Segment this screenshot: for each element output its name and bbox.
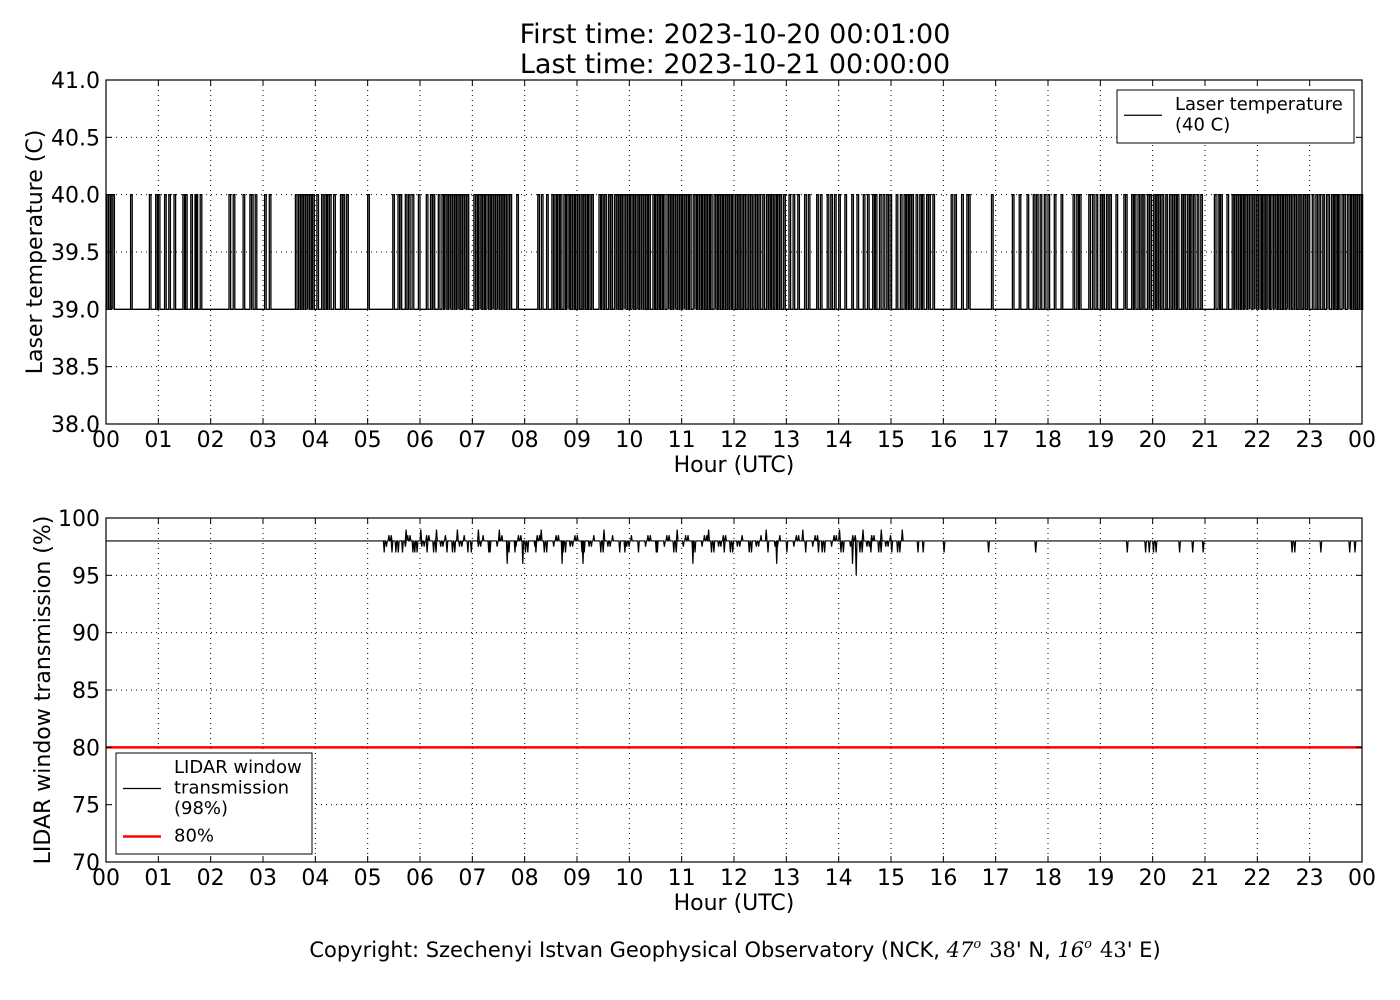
y-tick-label: 75 <box>72 794 100 819</box>
x-tick-label: 16 <box>929 866 957 891</box>
x-tick-label: 09 <box>563 866 591 891</box>
x-tick-label: 22 <box>1243 428 1271 453</box>
x-tick-label: 20 <box>1139 428 1167 453</box>
x-tick-label: 00 <box>1348 428 1376 453</box>
x-tick-label: 17 <box>982 866 1010 891</box>
legend-label: (98%) <box>174 798 228 819</box>
x-tick-label: 00 <box>92 428 120 453</box>
x-tick-label: 11 <box>668 428 696 453</box>
x-tick-label: 19 <box>1086 866 1114 891</box>
x-tick-label: 16 <box>929 428 957 453</box>
legend-label: 80% <box>174 826 214 847</box>
x-tick-label: 07 <box>458 428 486 453</box>
x-tick-label: 00 <box>92 866 120 891</box>
x-axis-label: Hour (UTC) <box>674 891 795 916</box>
x-tick-label: 15 <box>877 866 905 891</box>
x-tick-label: 18 <box>1034 866 1062 891</box>
longitude-degree-mark: o <box>1084 937 1092 952</box>
x-tick-label: 11 <box>668 866 696 891</box>
x-tick-label: 01 <box>144 428 172 453</box>
x-tick-label: 08 <box>511 866 539 891</box>
x-tick-label: 13 <box>772 428 800 453</box>
title-line-1: First time: 2023-10-20 00:01:00 <box>520 19 951 50</box>
x-tick-label: 19 <box>1086 428 1114 453</box>
y-tick-label: 90 <box>72 622 100 647</box>
legend-label: (40 C) <box>1175 115 1230 136</box>
copyright-prefix: Copyright: Szechenyi Istvan Geophysical … <box>309 938 946 962</box>
latitude-minutes: 38 <box>989 938 1016 962</box>
x-tick-label: 05 <box>354 866 382 891</box>
x-tick-label: 06 <box>406 866 434 891</box>
legend-label: LIDAR window <box>174 757 302 778</box>
legend-box <box>1116 89 1355 144</box>
x-tick-label: 02 <box>197 428 225 453</box>
y-tick-label: 39.5 <box>51 241 100 266</box>
x-tick-label: 01 <box>144 866 172 891</box>
latitude-suffix: ' N, <box>1016 938 1058 962</box>
x-tick-label: 02 <box>197 866 225 891</box>
x-tick-label: 13 <box>772 866 800 891</box>
x-tick-label: 10 <box>615 428 643 453</box>
x-tick-label: 14 <box>825 428 853 453</box>
y-tick-label: 40.0 <box>51 184 100 209</box>
x-tick-label: 21 <box>1191 428 1219 453</box>
latitude-degree-mark: o <box>973 937 981 952</box>
x-tick-label: 17 <box>982 428 1010 453</box>
lidar-transmission-panel: 00 01 02 03 04 05 06 07 08 09 10 11 12 13 14 15 16 17 18 19… <box>31 507 1376 916</box>
x-tick-label: 12 <box>720 428 748 453</box>
x-tick-label: 06 <box>406 428 434 453</box>
x-tick-label: 21 <box>1191 866 1219 891</box>
x-tick-label: 05 <box>354 428 382 453</box>
y-tick-label: 41.0 <box>51 69 100 94</box>
laser-temperature-series-line <box>106 194 1364 310</box>
x-axis-label: Hour (UTC) <box>674 453 795 478</box>
x-tick-label: 03 <box>249 428 277 453</box>
y-tick-label: 39.0 <box>51 298 100 323</box>
y-tick-label: 38.0 <box>51 413 100 438</box>
x-tick-label: 07 <box>458 866 486 891</box>
y-axis-label: LIDAR window transmission (%) <box>31 516 56 865</box>
y-tick-label: 100 <box>58 507 100 532</box>
x-tick-label: 18 <box>1034 428 1062 453</box>
y-tick-label: 80 <box>72 736 100 761</box>
x-tick-label: 08 <box>511 428 539 453</box>
longitude-suffix: ' E) <box>1127 938 1161 962</box>
y-tick-label: 85 <box>72 679 100 704</box>
y-tick-label: 38.5 <box>51 356 100 381</box>
legend-label: transmission <box>174 778 289 799</box>
title-line-2: Last time: 2023-10-21 00:00:00 <box>520 49 950 80</box>
longitude-degrees: 16 <box>1057 938 1084 962</box>
y-tick-label: 40.5 <box>51 126 100 151</box>
x-tick-label: 22 <box>1243 866 1271 891</box>
x-tick-label: 23 <box>1296 866 1324 891</box>
copyright-text: Copyright: Szechenyi Istvan Geophysical … <box>309 937 1160 962</box>
longitude-minutes: 43 <box>1100 938 1127 962</box>
x-tick-label: 20 <box>1139 866 1167 891</box>
y-tick-label: 70 <box>72 851 100 876</box>
x-tick-label: 12 <box>720 866 748 891</box>
x-tick-label: 14 <box>825 866 853 891</box>
x-tick-label: 15 <box>877 428 905 453</box>
x-tick-label: 23 <box>1296 428 1324 453</box>
lidar-transmission-series-line <box>106 529 1362 576</box>
x-tick-label: 03 <box>249 866 277 891</box>
x-tick-label: 10 <box>615 866 643 891</box>
y-tick-label: 95 <box>72 564 100 589</box>
x-tick-label: 00 <box>1348 866 1376 891</box>
laser-temperature-panel: 00 01 02 03 04 05 06 07 08 09 10 11 12 13 14 15 16 17 18 19… <box>23 69 1376 478</box>
x-tick-label: 04 <box>301 866 329 891</box>
latitude-degrees: 47 <box>946 938 974 962</box>
y-axis-label: Laser temperature (C) <box>23 130 48 375</box>
x-tick-label: 09 <box>563 428 591 453</box>
legend-label: Laser temperature <box>1175 94 1343 115</box>
x-tick-label: 04 <box>301 428 329 453</box>
